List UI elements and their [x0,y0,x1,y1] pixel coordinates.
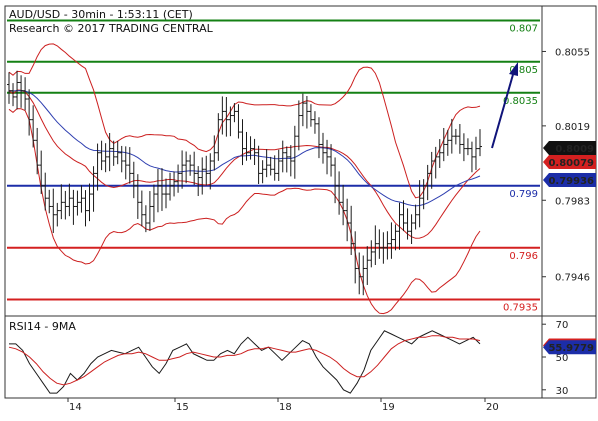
price-badge-bg [543,141,596,155]
bollinger-upper [8,43,481,199]
rsi-y-tick-label: 30 [556,386,569,397]
rsi-y-tick-label: 70 [556,320,569,331]
price-badge-label: 0.79936 [548,176,594,187]
y-tick-label: 0.7946 [555,273,590,284]
x-tick-label: 20 [486,402,499,413]
support-resistance-levels: 0.807 0.805 0.8035 0.799 0.796 0.7935 [7,19,540,313]
price-badge-label: 0.80079 [548,158,594,169]
level-label: 0.799 [509,189,538,200]
price-candles [7,70,482,296]
rsi-series [8,330,481,394]
rsi-badge-label: 55.9779 [548,343,594,354]
axis-ticks: 0.8055 0.8019 0.7983 0.7946 14 15 18 19 20 70 50 30 [67,47,590,413]
chart-title: AUD/USD - 30min - 1:53:11 (CET) [9,8,193,21]
price-badge-bg [543,173,596,187]
y-tick-label: 0.8055 [555,47,590,58]
rsi-panel-frame [4,315,543,399]
level-label: 0.7935 [503,302,538,313]
level-label: 0.796 [509,251,538,262]
price-badge-label: 0.8009 [555,144,594,155]
rsi-axis-panel [541,315,597,399]
projection-arrow [491,62,518,149]
price-badge-bg [543,155,596,169]
x-tick-label: 14 [69,402,82,413]
y-tick-label: 0.8019 [555,122,590,133]
rsi-y-tick-label: 50 [556,353,569,364]
rsi-ma-line [8,335,481,386]
price-panel-frame [4,5,543,317]
bollinger-middle [8,89,481,239]
x-tick-label: 18 [279,402,292,413]
y-tick-label: 0.7983 [555,196,590,207]
level-label: 0.8035 [503,96,538,107]
level-label: 0.805 [509,65,538,76]
rsi-badge-bg [543,340,596,355]
level-label: 0.807 [509,23,538,34]
rsi-panel-title: RSI14 - 9MA [9,320,76,333]
x-tick-label: 19 [382,402,395,413]
moving-average [8,90,481,207]
bollinger-lower [8,108,481,315]
bollinger-bands [8,43,481,315]
rsi-line [9,330,481,394]
chart-credit: Research © 2017 TRADING CENTRAL [9,22,214,35]
x-tick-label: 15 [176,402,189,413]
